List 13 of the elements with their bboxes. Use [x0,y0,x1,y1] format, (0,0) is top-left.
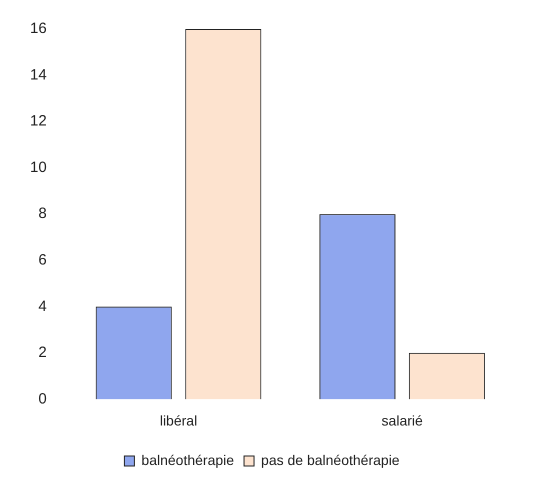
y-tick-label: 16 [30,20,47,38]
legend-label: balnéothérapie [141,452,234,468]
y-tick-label: 6 [38,252,47,269]
y-tick-label: 2 [38,344,47,362]
y-tick-label: 4 [38,298,47,315]
x-tick-label: libéral [160,412,198,428]
y-tick-label: 12 [30,112,47,130]
y-tick-label: 0 [38,390,47,408]
y-tick-label: 8 [38,205,47,222]
y-tick-label: 10 [30,158,47,176]
legend-label: pas de balnéothérapie [261,452,400,468]
x-tick-label: salarié [382,412,423,428]
y-tick-label: 14 [30,66,47,84]
